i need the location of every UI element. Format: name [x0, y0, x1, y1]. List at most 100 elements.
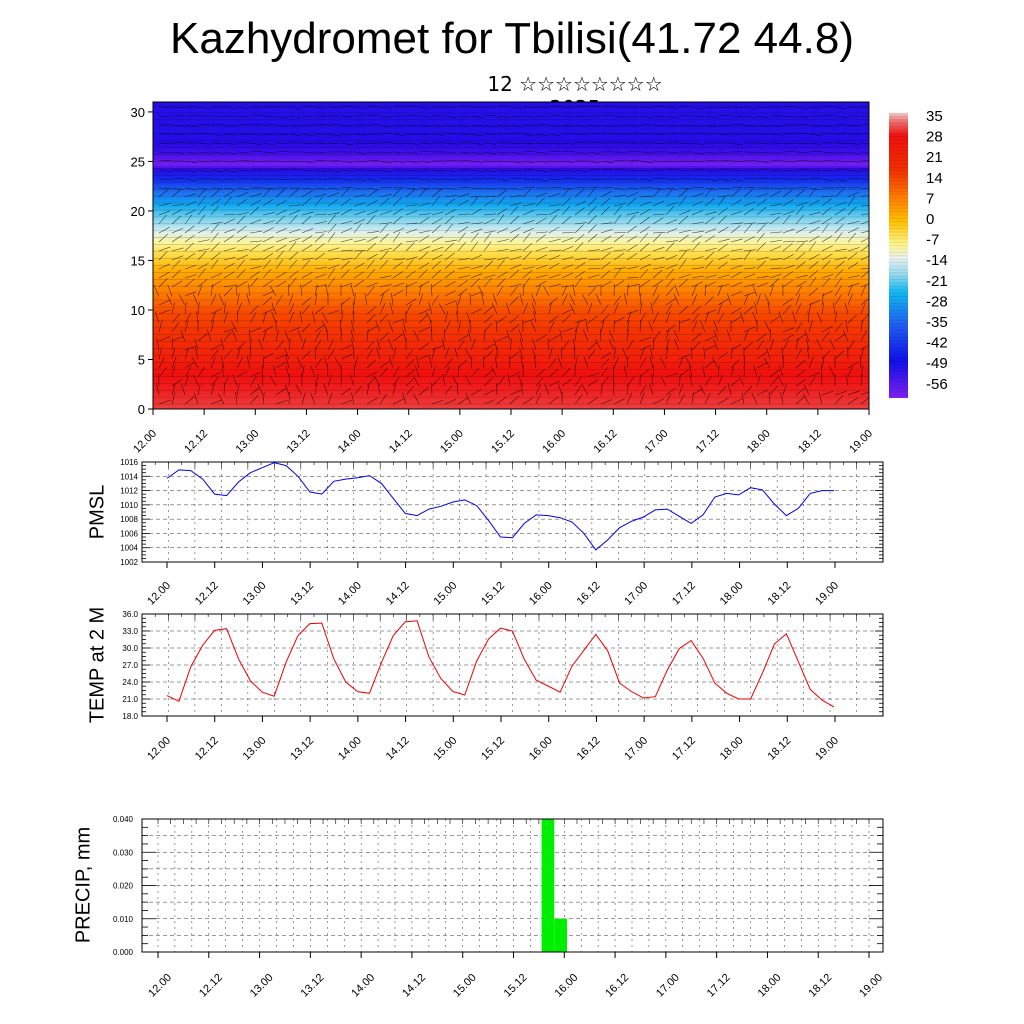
y-tick-label: 24.0	[122, 678, 138, 687]
wind-barb	[834, 261, 845, 270]
wind-barb	[353, 194, 366, 198]
wind-barb	[444, 106, 458, 108]
temperature-band	[153, 242, 869, 245]
wind-barb	[509, 187, 522, 190]
wind-barb	[496, 151, 509, 154]
wind-barb	[236, 235, 248, 243]
wind-barb	[638, 284, 641, 297]
wind-barb	[197, 205, 206, 216]
wind-barb	[431, 365, 437, 378]
wind-barb	[405, 281, 418, 288]
x-tick-label: 18.12	[765, 735, 793, 763]
wind-barb	[522, 232, 531, 243]
wind-barb	[717, 238, 730, 243]
y-tick-label: 0.030	[113, 848, 134, 857]
wind-barb	[847, 142, 860, 145]
wind-barb	[392, 106, 406, 108]
wind-barb	[210, 344, 222, 351]
x-tick-label: 16.12	[575, 735, 603, 763]
wind-barb	[600, 280, 612, 288]
height-tick-label: 20	[131, 204, 145, 219]
wind-barb	[301, 271, 313, 279]
wind-barb	[477, 285, 485, 297]
temperature-band	[153, 204, 869, 207]
temperature-band	[153, 112, 869, 115]
wind-barb	[649, 383, 654, 396]
wind-barb	[847, 191, 860, 198]
wind-barb	[167, 284, 173, 297]
wind-barb	[470, 133, 483, 137]
wind-barb	[171, 280, 183, 288]
wind-barb	[769, 278, 779, 288]
wind-barb	[847, 390, 860, 396]
wind-barb	[509, 248, 522, 252]
wind-barb	[626, 276, 639, 279]
temperature-band	[153, 104, 869, 107]
wind-barb	[509, 177, 522, 180]
wind-barb	[340, 198, 351, 207]
wind-barb	[457, 365, 460, 378]
wind-barb	[752, 284, 758, 297]
wind-barb	[717, 283, 730, 288]
wind-barb	[249, 375, 257, 387]
wind-barb	[509, 269, 520, 279]
wind-barb	[249, 160, 262, 162]
y-tick-label: 1014	[120, 472, 138, 481]
wind-barb	[717, 195, 730, 198]
x-tick-label: 14.12	[400, 972, 428, 1000]
wind-barb	[608, 329, 615, 342]
height-tick-label: 0	[138, 402, 145, 417]
wind-barb	[158, 202, 171, 207]
wind-barb	[587, 315, 598, 324]
wind-barb	[626, 212, 639, 216]
wind-barb	[652, 233, 662, 243]
wind-barb	[262, 308, 274, 315]
wind-barb	[756, 256, 769, 261]
wind-barb	[574, 224, 584, 234]
wind-barb	[210, 320, 214, 333]
wind-barb	[288, 327, 301, 333]
wind-barb	[194, 338, 199, 351]
wind-barb	[574, 200, 587, 207]
wind-barb	[522, 220, 535, 225]
colorbar-label: 28	[926, 129, 943, 146]
wind-barb	[717, 178, 730, 181]
wind-barb	[491, 302, 498, 315]
wind-barb	[301, 297, 312, 306]
wind-barb	[547, 338, 550, 351]
temperature-band	[153, 176, 869, 179]
x-tick-label: 12.00	[145, 580, 173, 608]
wind-barb	[769, 338, 775, 351]
wind-barb	[197, 239, 210, 243]
temperature-band	[153, 328, 869, 331]
wind-barb	[379, 193, 392, 198]
wind-barb	[717, 169, 730, 171]
wind-barb	[587, 124, 600, 127]
wind-barb	[223, 178, 236, 181]
wind-barb	[350, 320, 355, 333]
wind-barb	[418, 387, 429, 396]
wind-barb	[431, 178, 444, 181]
wind-barb	[639, 243, 650, 252]
wind-barb	[223, 187, 236, 190]
wind-barb	[269, 375, 277, 387]
wind-barb	[171, 151, 184, 154]
wind-barb	[691, 115, 704, 117]
wind-barb	[648, 320, 654, 333]
wind-barb	[691, 275, 704, 279]
wind-barb	[301, 190, 313, 198]
wind-barb	[818, 392, 823, 405]
wind-barb	[418, 213, 431, 216]
wind-barb	[743, 341, 754, 351]
wind-barb	[756, 198, 767, 207]
wind-barb	[405, 222, 418, 225]
wind-barb	[626, 253, 638, 261]
wind-barb	[509, 233, 520, 243]
temperature-band	[153, 214, 869, 217]
wind-barb	[418, 230, 431, 234]
wind-barb	[519, 347, 524, 360]
colorbar-label: -14	[926, 252, 948, 269]
wind-barb	[340, 354, 353, 360]
